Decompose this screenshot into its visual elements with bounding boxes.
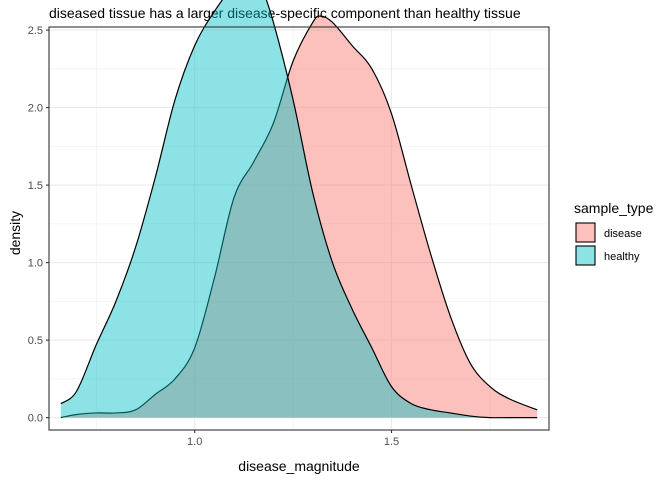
legend-key-healthy bbox=[576, 246, 595, 265]
legend-label-healthy: healthy bbox=[604, 251, 640, 263]
x-tick-label: 1.0 bbox=[187, 436, 202, 448]
x-axis-title: disease_magnitude bbox=[238, 458, 360, 474]
y-axis: 0.0 0.5 1.0 1.5 2.0 2.5 bbox=[28, 25, 49, 425]
y-tick-label: 1.5 bbox=[28, 180, 43, 192]
legend-key-disease bbox=[576, 223, 595, 242]
y-tick-label: 0.0 bbox=[28, 413, 43, 425]
y-tick-label: 2.0 bbox=[28, 103, 43, 115]
y-tick-label: 1.0 bbox=[28, 258, 43, 270]
legend-label-disease: disease bbox=[604, 228, 642, 240]
chart-title: diseased tissue has a larger disease-spe… bbox=[49, 5, 521, 21]
y-tick-label: 2.5 bbox=[28, 25, 43, 37]
x-tick-label: 1.5 bbox=[384, 436, 399, 448]
legend: sample_type disease healthy bbox=[574, 200, 654, 266]
y-tick-label: 0.5 bbox=[28, 335, 43, 347]
x-axis: 1.0 1.5 bbox=[187, 430, 399, 448]
legend-title: sample_type bbox=[574, 200, 654, 216]
y-axis-title: density bbox=[7, 211, 23, 255]
